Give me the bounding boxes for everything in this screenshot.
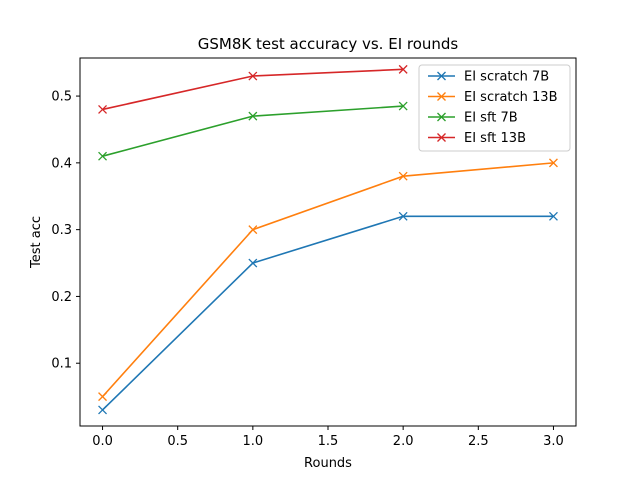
legend-label: EI sft 13B: [464, 131, 526, 146]
x-tick-label: 3.0: [543, 434, 564, 449]
y-tick-label: 0.4: [51, 156, 72, 171]
data-point: [398, 101, 408, 111]
chart-title: GSM8K test accuracy vs. EI rounds: [198, 35, 459, 53]
x-tick-label: 1.0: [243, 434, 264, 449]
data-point: [248, 225, 258, 235]
x-tick-label: 1.5: [318, 434, 339, 449]
legend-box: [418, 64, 571, 152]
y-tick-label: 0.1: [51, 357, 72, 372]
legend-label: EI scratch 7B: [464, 70, 549, 85]
x-tick-label: 2.0: [393, 434, 414, 449]
data-point: [398, 171, 408, 181]
legend-marker: [437, 71, 446, 81]
legend: EI scratch 7B EI scratch 13B EI sft 7B EI s…: [418, 64, 571, 152]
legend-marker: [437, 133, 446, 142]
legend-marker: [437, 112, 446, 122]
axes-frame: [79, 57, 577, 427]
legend-marker: [437, 92, 446, 101]
data-point: [98, 405, 108, 415]
y-tick-label: 0.5: [51, 90, 72, 105]
data-point: [98, 151, 108, 161]
y-tick-label: 0.3: [51, 223, 72, 238]
data-point: [98, 392, 108, 402]
data-point: [398, 211, 408, 221]
legend-label: EI sft 7B: [464, 111, 518, 126]
x-tick-label: 0.0: [92, 434, 113, 449]
plot-area: 0.0 0.5 1.0 1.5 2.0 2.5 3.0 0.1 0.2 0.3 0.4 0.5: [51, 64, 564, 449]
data-point: [98, 104, 108, 114]
data-point: [248, 71, 258, 81]
x-axis-label: Rounds: [304, 456, 352, 471]
data-point: [548, 211, 558, 221]
data-point: [248, 111, 258, 121]
x-tick-label: 2.5: [468, 434, 489, 449]
data-point: [398, 64, 408, 74]
y-tick-label: 0.2: [51, 290, 72, 305]
series-line-0: [101, 215, 554, 411]
y-axis-label: Test acc: [29, 216, 44, 269]
data-point: [548, 158, 558, 168]
series-line-1: [101, 162, 554, 398]
x-tick-label: 0.5: [167, 434, 188, 449]
legend-label: EI scratch 13B: [464, 90, 558, 105]
data-point: [248, 258, 258, 268]
